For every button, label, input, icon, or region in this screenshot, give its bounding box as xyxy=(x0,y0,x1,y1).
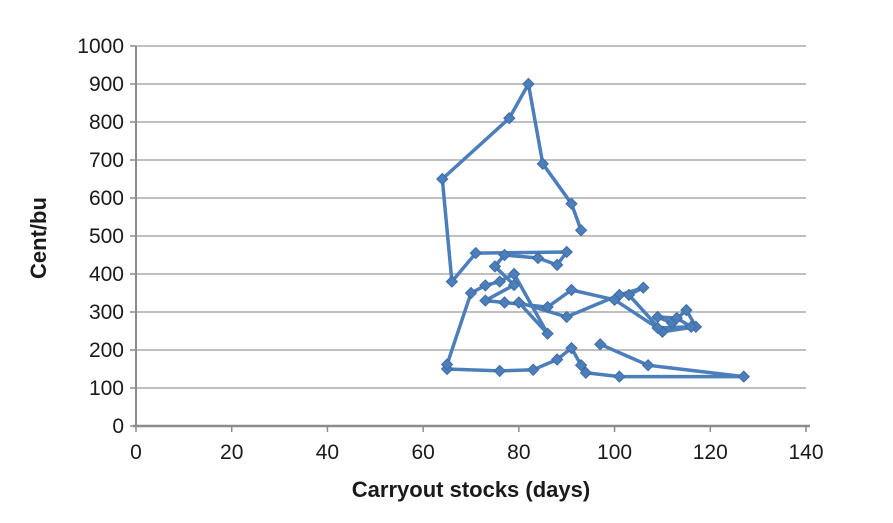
x-tick-label-120: 120 xyxy=(693,441,728,464)
data-point-34 xyxy=(479,294,492,307)
x-tick-label-80: 80 xyxy=(507,441,530,464)
data-point-44 xyxy=(503,111,516,125)
x-tick-label-60: 60 xyxy=(411,441,434,464)
data-point-21 xyxy=(622,288,636,302)
data-point-24 xyxy=(680,303,693,317)
y-tick-label-600: 600 xyxy=(89,187,124,210)
x-tick-label-140: 140 xyxy=(788,441,823,464)
y-tick-label-1000: 1000 xyxy=(77,35,124,58)
data-series xyxy=(436,77,750,383)
data-point-20 xyxy=(637,281,650,294)
data-point-48 xyxy=(574,224,588,237)
data-point-12 xyxy=(464,286,478,300)
data-point-43 xyxy=(436,172,449,186)
data-point-31 xyxy=(565,283,578,297)
data-point-26 xyxy=(651,310,664,324)
data-point-1 xyxy=(641,358,655,372)
x-tick-label-100: 100 xyxy=(597,441,632,464)
data-point-4 xyxy=(579,366,593,380)
x-axis-title: Carryout stocks (days) xyxy=(352,477,590,502)
data-point-16 xyxy=(541,327,554,340)
data-point-37 xyxy=(498,248,511,262)
data-point-2 xyxy=(737,370,750,383)
y-tick-label-500: 500 xyxy=(89,225,124,248)
data-point-47 xyxy=(565,197,578,210)
data-point-15 xyxy=(507,267,521,281)
tick-labels: 0 100 200 300 400 500 600 700 800 900 1000 0 20 40 60 8… xyxy=(77,35,823,464)
data-point-36 xyxy=(488,260,502,273)
y-tick-label-900: 900 xyxy=(89,73,124,96)
y-tick-label-800: 800 xyxy=(89,111,124,134)
data-point-46 xyxy=(536,157,549,171)
y-tick-label-0: 0 xyxy=(112,415,124,438)
data-point-0 xyxy=(594,338,607,351)
data-point-29 xyxy=(651,321,664,335)
data-point-28 xyxy=(684,320,698,334)
y-tick-label-100: 100 xyxy=(89,377,124,400)
y-tick-label-400: 400 xyxy=(89,263,124,286)
data-point-33 xyxy=(498,296,511,309)
data-point-17 xyxy=(512,296,526,309)
data-point-38 xyxy=(531,251,545,265)
series-line-0 xyxy=(440,82,746,379)
data-point-27 xyxy=(670,311,683,325)
data-point-14 xyxy=(493,275,506,288)
data-point-7 xyxy=(550,353,564,366)
y-tick-label-200: 200 xyxy=(89,339,124,362)
data-point-45 xyxy=(522,77,535,91)
data-point-6 xyxy=(565,341,578,355)
data-point-42 xyxy=(445,275,459,288)
data-point-40 xyxy=(560,245,573,259)
data-point-30 xyxy=(608,293,621,307)
tick-marks xyxy=(130,45,807,432)
gridlines xyxy=(136,45,806,389)
data-point-9 xyxy=(493,364,506,378)
data-point-8 xyxy=(527,363,540,376)
data-point-11 xyxy=(440,358,454,371)
y-axis-title: Cent/bu xyxy=(26,197,51,279)
x-tick-label-20: 20 xyxy=(220,441,243,464)
data-point-41 xyxy=(469,246,482,260)
x-tick-label-40: 40 xyxy=(316,441,339,464)
y-tick-label-700: 700 xyxy=(89,149,124,172)
data-point-32 xyxy=(541,300,554,314)
data-point-5 xyxy=(574,358,588,372)
data-point-39 xyxy=(550,258,564,272)
data-point-3 xyxy=(613,370,626,383)
data-point-18 xyxy=(560,310,573,324)
data-point-13 xyxy=(479,279,492,292)
data-point-35 xyxy=(507,278,521,292)
y-tick-label-300: 300 xyxy=(89,301,124,324)
x-tick-label-0: 0 xyxy=(130,441,142,464)
